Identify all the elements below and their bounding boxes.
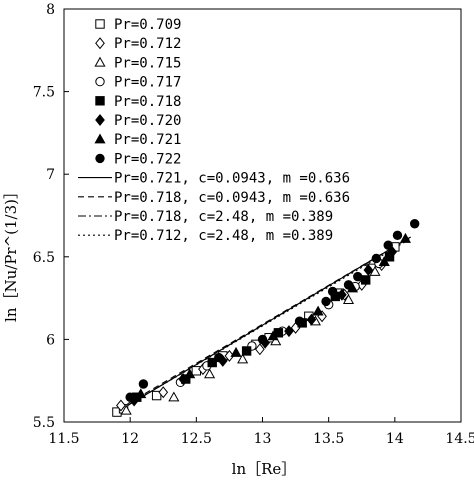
data-point-series-5: [207, 357, 217, 368]
legend-marker-3: [94, 56, 106, 67]
data-point-series-7: [399, 232, 411, 243]
legend-label-6: Pr=0.720: [114, 113, 181, 129]
data-point-series-2: [116, 399, 126, 412]
data-point-series-8: [294, 316, 305, 326]
data-point-series-8: [327, 286, 338, 297]
legend-label-7: Pr=0.721: [114, 132, 181, 148]
legend-label-2: Pr=0.712: [114, 36, 181, 52]
legend-label-5: Pr=0.718: [114, 94, 181, 110]
data-point-series-8: [383, 240, 393, 250]
legend-marker-7: [94, 133, 106, 144]
x-tick-label: 13.5: [313, 431, 344, 447]
data-point-series-3: [270, 335, 282, 346]
legend-label-3: Pr=0.715: [114, 55, 181, 71]
data-point-series-1: [151, 390, 162, 401]
data-point-series-2: [255, 343, 265, 356]
data-point-series-3: [168, 391, 180, 402]
legend-marker-4: [95, 76, 105, 87]
legend-fit-label-1: Pr=0.721, c=0.0943, m =0.636: [114, 171, 350, 187]
data-point-series-6: [337, 288, 347, 301]
legend-marker-8: [95, 153, 105, 164]
data-point-series-7: [135, 388, 147, 399]
legend-marker-6: [95, 114, 105, 126]
x-axis-label: ln［Re］: [232, 460, 297, 478]
data-point-series-6: [306, 313, 317, 326]
data-point-series-8: [371, 253, 382, 264]
x-tick-label: 14.5: [445, 431, 474, 447]
data-point-series-2: [158, 386, 169, 399]
x-tick-label: 13: [254, 431, 272, 447]
y-tick-label: 8: [46, 2, 55, 18]
data-point-series-8: [392, 230, 403, 241]
legend-label-8: Pr=0.722: [114, 151, 181, 167]
fit-lines: [127, 236, 411, 406]
legend-marker-5: [95, 96, 105, 106]
data-point-series-5: [361, 275, 371, 285]
axis-ticks: 11.5 12 12.5 13 13.5 14 14.5 5.5 6 6.5 7 7.5 8: [33, 2, 474, 447]
x-tick-label: 12.5: [181, 431, 212, 447]
data-point-series-3: [120, 404, 132, 415]
x-tick-label: 12: [121, 431, 139, 447]
data-points: [112, 219, 420, 417]
data-point-series-7: [267, 330, 279, 341]
data-point-series-8: [214, 352, 224, 363]
legend: Pr=0.709 Pr=0.712 Pr=0.715 Pr=0.717 Pr=0.718…: [78, 17, 350, 244]
x-tick-label: 14: [386, 431, 404, 447]
y-tick-label: 6.5: [33, 250, 55, 266]
data-point-series-3: [342, 294, 355, 304]
data-point-series-7: [184, 368, 196, 379]
legend-fit-label-3: Pr=0.718, c=2.48, m =0.389: [114, 209, 333, 225]
data-point-series-5: [241, 346, 252, 356]
data-point-series-6: [363, 264, 374, 277]
y-tick-label: 7.5: [33, 85, 55, 101]
legend-label-4: Pr=0.717: [114, 75, 181, 91]
legend-fit-label-4: Pr=0.712, c=2.48, m =0.389: [114, 228, 333, 244]
legend-fit-label-2: Pr=0.718, c=0.0943, m =0.636: [114, 190, 350, 206]
y-tick-label: 5.5: [33, 415, 55, 431]
y-tick-label: 6: [46, 332, 55, 348]
data-point-series-8: [409, 219, 420, 229]
data-point-series-8: [138, 379, 149, 389]
fit-line-3: [127, 236, 411, 406]
data-point-series-3: [237, 353, 249, 364]
data-point-series-7: [378, 256, 390, 266]
legend-marker-1: [95, 19, 105, 29]
legend-marker-2: [95, 37, 105, 50]
data-point-series-3: [204, 368, 216, 379]
legend-label-1: Pr=0.709: [114, 17, 181, 33]
data-point-series-8: [257, 334, 268, 345]
data-point-series-8: [343, 280, 354, 290]
data-point-series-8: [321, 296, 331, 307]
data-point-series-7: [312, 305, 324, 316]
y-tick-label: 7: [46, 167, 55, 183]
data-point-series-3: [369, 265, 381, 276]
data-point-series-8: [125, 392, 135, 402]
data-point-series-8: [353, 271, 363, 282]
data-point-series-6: [284, 325, 294, 338]
data-point-series-7: [230, 346, 242, 357]
x-tick-label: 11.5: [48, 431, 79, 447]
y-axis-label: ln［Nu/Pr^(1/3)］: [2, 184, 20, 322]
